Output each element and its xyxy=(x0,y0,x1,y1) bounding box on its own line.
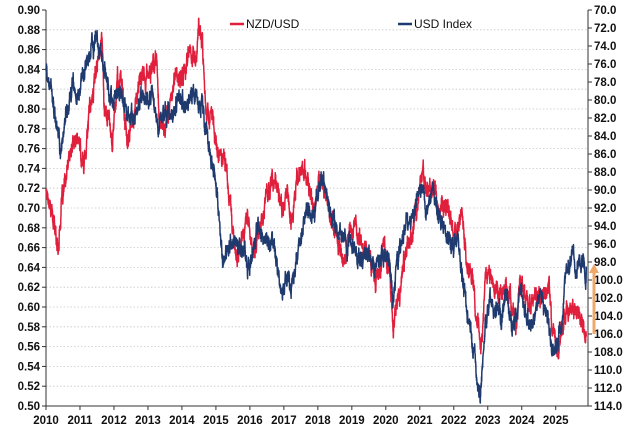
left-tick-label: 0.74 xyxy=(18,163,41,175)
x-tick-label: 2012 xyxy=(101,415,127,427)
left-tick-label: 0.84 xyxy=(18,64,41,76)
right-axis-ticks: 70.0 72.0 74.0 76.0 78.0 80.0 82.0 84.0 86.0 88.0… xyxy=(588,5,623,413)
right-tick-label: 98.0 xyxy=(594,257,616,269)
x-tick-label: 2017 xyxy=(271,415,297,427)
left-tick-label: 0.68 xyxy=(18,223,41,235)
right-tick-label: 76.0 xyxy=(594,59,616,71)
left-tick-label: 0.60 xyxy=(18,302,40,314)
gridlines xyxy=(46,29,588,387)
right-tick-label: 70.0 xyxy=(594,5,616,17)
x-tick-label: 2021 xyxy=(407,415,433,427)
left-tick-label: 0.86 xyxy=(18,45,40,57)
x-tick-label: 2025 xyxy=(543,415,569,427)
legend-usd-index-label: USD Index xyxy=(414,17,472,31)
left-tick-label: 0.58 xyxy=(18,322,41,334)
right-tick-label: 100.0 xyxy=(594,275,623,287)
right-tick-label: 84.0 xyxy=(594,131,616,143)
arrow-head xyxy=(589,264,599,273)
right-tick-label: 88.0 xyxy=(594,167,616,179)
left-tick-label: 0.66 xyxy=(18,243,40,255)
right-tick-label: 90.0 xyxy=(594,185,616,197)
right-tick-label: 82.0 xyxy=(594,113,616,125)
usd-index-line xyxy=(45,29,588,404)
right-tick-label: 86.0 xyxy=(594,149,616,161)
x-tick-label: 2011 xyxy=(68,415,94,427)
right-tick-label: 72.0 xyxy=(594,23,616,35)
x-tick-label: 2015 xyxy=(203,415,229,427)
left-tick-label: 0.82 xyxy=(18,84,40,96)
left-tick-label: 0.50 xyxy=(18,401,40,413)
left-tick-label: 0.56 xyxy=(18,342,40,354)
left-tick-label: 0.88 xyxy=(18,25,41,37)
left-tick-label: 0.90 xyxy=(18,5,40,17)
x-tick-label: 2016 xyxy=(237,415,263,427)
right-tick-label: 106.0 xyxy=(594,329,623,341)
left-tick-label: 0.76 xyxy=(18,144,40,156)
x-tick-label: 2022 xyxy=(441,415,467,427)
right-tick-label: 92.0 xyxy=(594,203,616,215)
x-tick-label: 2014 xyxy=(169,415,195,427)
left-tick-label: 0.80 xyxy=(18,104,40,116)
left-tick-label: 0.54 xyxy=(18,361,41,373)
left-axis-ticks: 0.50 0.52 0.54 0.56 0.58 0.60 0.62 0.64 0.66 0.68… xyxy=(18,5,46,413)
x-tick-label: 2010 xyxy=(33,415,59,427)
right-tick-label: 104.0 xyxy=(594,311,623,323)
legend: NZD/USD USD Index xyxy=(230,17,472,31)
right-tick-label: 96.0 xyxy=(594,239,616,251)
x-axis-ticks: 2010 2011 2012 2013 2014 2015 2016 2017 2018 2019… xyxy=(33,406,569,427)
right-tick-label: 80.0 xyxy=(594,95,616,107)
x-tick-label: 2024 xyxy=(509,415,535,427)
right-tick-label: 94.0 xyxy=(594,221,616,233)
left-tick-label: 0.72 xyxy=(18,183,40,195)
left-tick-label: 0.70 xyxy=(18,203,40,215)
legend-nzd-usd-label: NZD/USD xyxy=(246,17,300,31)
usd-up-arrow xyxy=(589,264,599,334)
left-tick-label: 0.52 xyxy=(18,381,40,393)
right-tick-label: 102.0 xyxy=(594,293,623,305)
right-tick-label: 78.0 xyxy=(594,77,616,89)
left-tick-label: 0.62 xyxy=(18,282,40,294)
left-tick-label: 0.78 xyxy=(18,124,41,136)
series-group xyxy=(45,17,588,404)
x-tick-label: 2013 xyxy=(135,415,161,427)
left-tick-label: 0.64 xyxy=(18,262,41,274)
x-tick-label: 2023 xyxy=(475,415,501,427)
x-tick-label: 2019 xyxy=(339,415,365,427)
x-tick-label: 2018 xyxy=(305,415,331,427)
right-tick-label: 112.0 xyxy=(594,383,622,395)
right-tick-label: 114.0 xyxy=(594,401,622,413)
right-tick-label: 110.0 xyxy=(594,365,622,377)
right-tick-label: 74.0 xyxy=(594,41,616,53)
right-tick-label: 108.0 xyxy=(594,347,623,359)
x-tick-label: 2020 xyxy=(373,415,399,427)
